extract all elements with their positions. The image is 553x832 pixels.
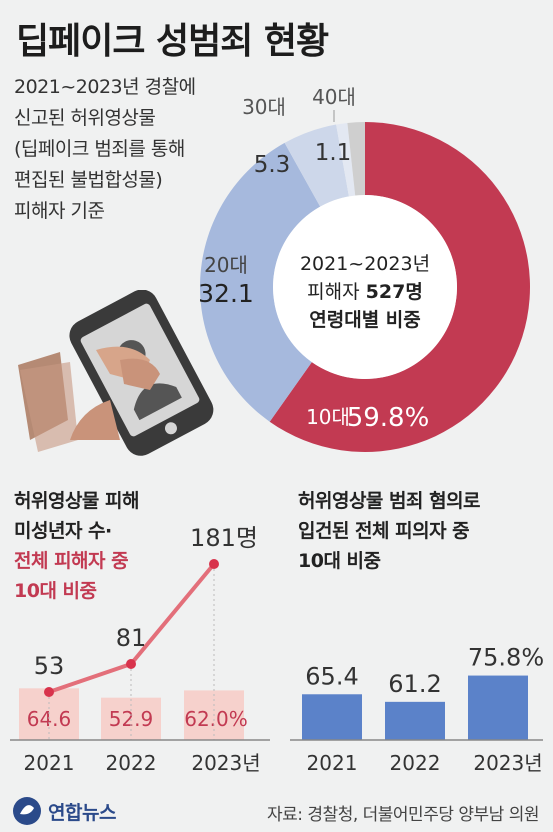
- value-20s: 32.1: [198, 279, 254, 308]
- bar-value-label: 62.0%: [184, 707, 248, 731]
- x-label: 2021: [24, 751, 75, 775]
- donut-slice: [269, 122, 530, 452]
- label-30s: 30대: [242, 95, 286, 119]
- bar: [468, 675, 528, 740]
- right-title-line: 허위영상물 범죄 혐의로: [298, 490, 481, 512]
- donut-slice: [199, 142, 321, 422]
- donut-slice: [347, 122, 365, 196]
- bar: [385, 701, 445, 740]
- label-20s: 20대: [204, 253, 248, 277]
- donut-slice: [336, 122, 356, 197]
- left-title-line: 미성년자 수·: [14, 520, 112, 542]
- donut-outer-labels: 30대 40대: [242, 85, 356, 122]
- x-label: 2021: [307, 751, 358, 775]
- donut-center-line2: 피해자 527명: [307, 281, 423, 303]
- left-chart-title: 허위영상물 피해 미성년자 수· 전체 피해자 중 10대 비중: [14, 486, 139, 606]
- donut-center-total: 527명: [366, 281, 423, 303]
- description-line: 신고된 허위영상물: [14, 107, 156, 129]
- donut-center-line1: 2021~2023년: [300, 253, 430, 275]
- left-title-red-line: 10대 비중: [14, 580, 97, 602]
- line-point: [209, 559, 219, 569]
- page-title: 딥페이크 성범죄 현황: [16, 21, 329, 62]
- bar-value-label: 75.8%: [468, 644, 544, 672]
- donut-hole: [273, 195, 457, 379]
- description-line: (딥페이크 범죄를 통해: [14, 138, 185, 160]
- footer-logo: 연합뉴스: [12, 796, 116, 826]
- donut-inner-labels: 5.3 1.1 20대 32.1 10대 59.8%: [198, 140, 430, 433]
- value-30s: 5.3: [254, 152, 291, 178]
- right-title-line: 10대 비중: [298, 550, 381, 572]
- phone-hand-icon: [18, 290, 214, 456]
- donut-slice: [284, 124, 349, 207]
- bar-value-label: 65.4: [305, 662, 358, 690]
- bar-value-label: 61.2: [388, 670, 441, 698]
- description-line: 피해자 기준: [14, 200, 105, 222]
- line-value-label: 53: [34, 652, 65, 680]
- x-label: 2023년: [473, 751, 542, 775]
- right-chart-title: 허위영상물 범죄 혐의로 입건된 전체 피의자 중 10대 비중: [298, 486, 481, 576]
- value-40s: 1.1: [315, 140, 352, 166]
- source-text: 자료: 경찰청, 더불어민주당 양부남 의원: [267, 805, 540, 825]
- left-title-red-line: 전체 피해자 중: [14, 550, 129, 572]
- value-10s: 59.8%: [347, 403, 430, 433]
- right-title-line: 입건된 전체 피의자 중: [298, 520, 470, 542]
- label-40s: 40대: [312, 85, 356, 109]
- bar: [302, 694, 362, 740]
- right-chart: 65.4 61.2 75.8% 2021 2022 2023년: [290, 644, 544, 775]
- description-line: 2021~2023년 경찰에: [14, 76, 196, 98]
- logo-text: 연합뉴스: [48, 801, 116, 824]
- line-point: [44, 687, 54, 697]
- x-label: 2023년: [191, 751, 260, 775]
- x-label: 2022: [106, 751, 157, 775]
- description: 2021~2023년 경찰에 신고된 허위영상물 (딥페이크 범죄를 통해 편집…: [14, 72, 196, 227]
- left-title-line: 허위영상물 피해: [14, 490, 139, 512]
- donut-center-prefix: 피해자: [307, 281, 365, 303]
- donut-center-line3: 연령대별 비중: [309, 309, 421, 331]
- donut-chart: 2021~2023년 피해자 527명 연령대별 비중: [199, 122, 530, 452]
- yonhap-logo-icon: [13, 797, 41, 825]
- line-value-label: 181명: [190, 524, 258, 552]
- line-value-label: 81: [116, 624, 147, 652]
- label-10s: 10대: [306, 405, 350, 429]
- description-line: 편집된 불법합성물): [14, 169, 163, 191]
- line-point: [126, 659, 136, 669]
- x-label: 2022: [390, 751, 441, 775]
